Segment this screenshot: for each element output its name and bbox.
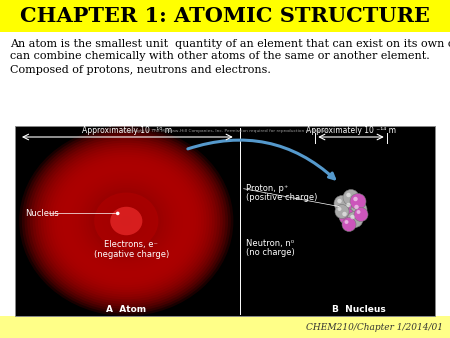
Ellipse shape [46, 150, 207, 292]
Ellipse shape [54, 157, 198, 285]
Text: CHEM210/Chapter 1/2014/01: CHEM210/Chapter 1/2014/01 [306, 322, 443, 332]
Ellipse shape [76, 176, 177, 266]
Ellipse shape [38, 143, 215, 299]
Ellipse shape [118, 214, 135, 228]
Circle shape [347, 212, 363, 227]
Circle shape [346, 193, 351, 197]
Ellipse shape [121, 216, 132, 226]
Ellipse shape [110, 207, 142, 235]
Circle shape [343, 190, 359, 206]
Ellipse shape [30, 136, 223, 307]
Ellipse shape [59, 162, 193, 281]
Ellipse shape [73, 173, 180, 268]
Circle shape [356, 210, 360, 214]
Circle shape [116, 212, 120, 215]
Ellipse shape [70, 171, 183, 271]
Text: Nucleus: Nucleus [25, 209, 59, 218]
Ellipse shape [57, 159, 196, 283]
Ellipse shape [116, 212, 137, 231]
Ellipse shape [94, 193, 158, 249]
Circle shape [342, 217, 356, 232]
Ellipse shape [32, 138, 220, 304]
FancyBboxPatch shape [0, 0, 450, 32]
Text: Copyright © The McGraw-Hill Companies, Inc. Permission required for reproduction: Copyright © The McGraw-Hill Companies, I… [122, 129, 328, 133]
Ellipse shape [40, 145, 212, 297]
Ellipse shape [81, 180, 172, 261]
Ellipse shape [49, 152, 204, 290]
Ellipse shape [113, 209, 140, 233]
Ellipse shape [99, 197, 153, 245]
Text: Composed of protons, neutrons and electrons.: Composed of protons, neutrons and electr… [10, 65, 271, 75]
Ellipse shape [86, 185, 166, 257]
Circle shape [337, 199, 342, 203]
Ellipse shape [110, 207, 142, 235]
Ellipse shape [19, 126, 234, 316]
Ellipse shape [97, 195, 156, 247]
Ellipse shape [22, 128, 231, 314]
Ellipse shape [108, 204, 145, 238]
Circle shape [354, 205, 359, 209]
Circle shape [335, 204, 349, 218]
Ellipse shape [62, 164, 190, 278]
Circle shape [345, 220, 348, 224]
Text: Proton, p⁺: Proton, p⁺ [246, 184, 288, 193]
Ellipse shape [124, 219, 129, 223]
Text: (negative charge): (negative charge) [94, 250, 169, 259]
Ellipse shape [68, 169, 185, 273]
Circle shape [350, 193, 366, 210]
Text: Neutron, n⁰: Neutron, n⁰ [246, 239, 294, 248]
Circle shape [354, 208, 368, 221]
Ellipse shape [43, 147, 209, 295]
Circle shape [343, 199, 359, 216]
Ellipse shape [51, 154, 201, 288]
Ellipse shape [27, 133, 225, 309]
Circle shape [350, 215, 355, 219]
Ellipse shape [78, 178, 175, 264]
Circle shape [342, 212, 347, 216]
Ellipse shape [102, 200, 150, 242]
Ellipse shape [25, 131, 228, 311]
Ellipse shape [94, 193, 158, 249]
Circle shape [339, 209, 355, 224]
Text: (positive charge): (positive charge) [246, 193, 317, 202]
Ellipse shape [89, 188, 164, 254]
Text: Approximately 10 ⁻¹⁰ m: Approximately 10 ⁻¹⁰ m [82, 126, 172, 135]
Circle shape [351, 201, 367, 217]
Text: An atom is the smallest unit  quantity of an element that can exist on its own o: An atom is the smallest unit quantity of… [10, 39, 450, 49]
FancyArrowPatch shape [188, 140, 334, 179]
FancyBboxPatch shape [0, 316, 450, 338]
Ellipse shape [83, 183, 169, 259]
Text: B  Nucleus: B Nucleus [332, 305, 386, 314]
Circle shape [353, 197, 358, 201]
Ellipse shape [105, 202, 148, 240]
Ellipse shape [65, 166, 188, 275]
Text: Electrons, e⁻: Electrons, e⁻ [104, 240, 158, 249]
Text: A  Atom: A Atom [106, 305, 146, 314]
Text: Approximately 10 ⁻¹⁴ m: Approximately 10 ⁻¹⁴ m [306, 126, 396, 135]
Circle shape [346, 203, 351, 207]
Text: can combine chemically with other atoms of the same or another element.: can combine chemically with other atoms … [10, 51, 430, 61]
Text: (no charge): (no charge) [246, 248, 294, 257]
Ellipse shape [91, 190, 161, 252]
Circle shape [338, 207, 342, 211]
Circle shape [334, 195, 350, 212]
FancyBboxPatch shape [15, 126, 435, 316]
Text: CHAPTER 1: ATOMIC STRUCTURE: CHAPTER 1: ATOMIC STRUCTURE [20, 6, 430, 26]
Ellipse shape [35, 140, 217, 302]
